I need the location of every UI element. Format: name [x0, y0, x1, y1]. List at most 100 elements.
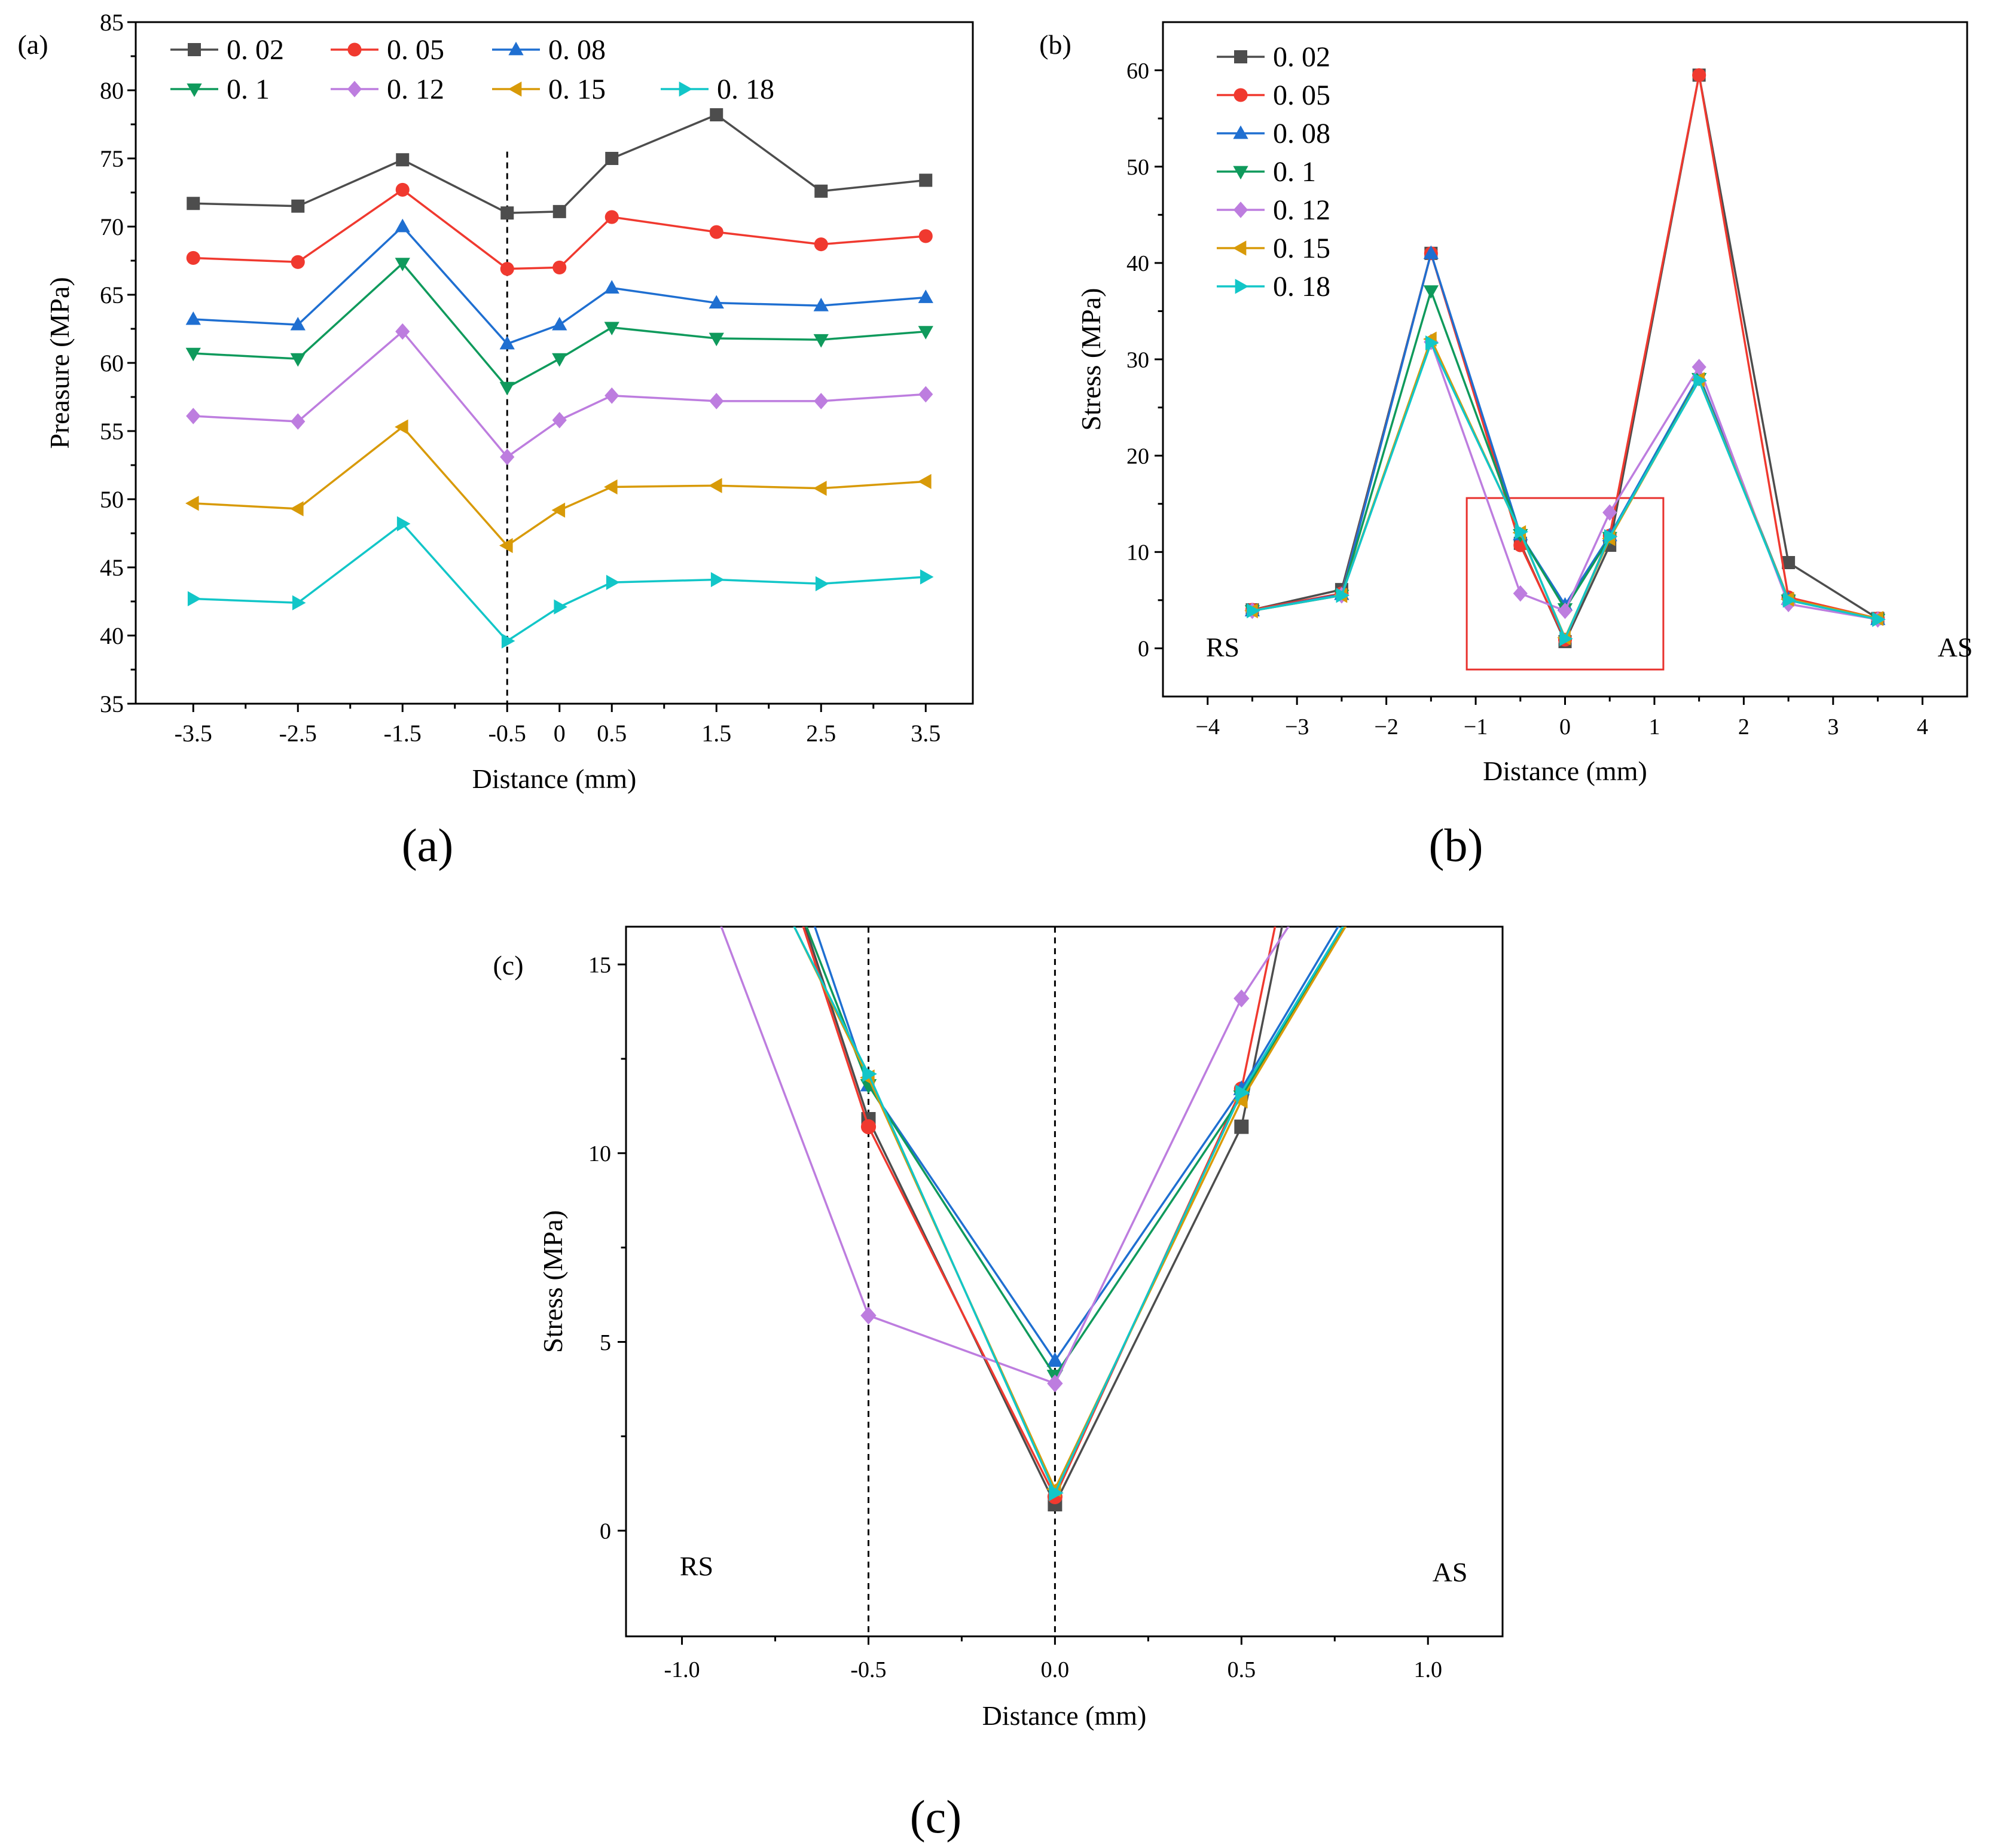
- panel-b-series-0.02: [1245, 68, 1885, 649]
- panel-a-ylabel: Preasure (MPa): [44, 277, 75, 448]
- panel-b-data-point: [1872, 612, 1886, 627]
- panel-a-legend: 0. 02 0. 05 0. 08 0. 1 0. 12 0. 15 0. 18: [170, 34, 774, 105]
- panel-a-series-0.1: [185, 258, 933, 396]
- panel-c-ytick-label: 5: [600, 1330, 611, 1355]
- panel-a-data-point: [604, 210, 619, 224]
- panel-a-data-point: [501, 633, 515, 649]
- panel-a-ytick-label: 45: [100, 554, 124, 581]
- panel-a-series-0.15: [185, 419, 932, 554]
- panel-b-series-0.18: [1247, 335, 1886, 646]
- panel-b-plot-area: [1244, 68, 1886, 649]
- panel-c-series-0.05: [802, 927, 1277, 1504]
- panel-c-xtick-label: 0.5: [1228, 1657, 1256, 1682]
- panel-b-xtick-label: 3: [1827, 714, 1839, 740]
- legend-label: 0. 02: [1273, 41, 1330, 73]
- panel-b-rs-label: RS: [1206, 632, 1239, 662]
- panel-a-data-point: [395, 182, 410, 197]
- panel-c-frame: [625, 925, 1504, 1638]
- panel-b-data-point: [1604, 529, 1618, 545]
- panel-a-data-point: [552, 316, 567, 331]
- panel-a-series-0.02: [187, 108, 933, 220]
- panel-a-ytick-label: 75: [100, 145, 124, 172]
- panel-a-data-point: [290, 353, 306, 367]
- panel-a-series-line: [193, 330, 926, 459]
- panel-a-data-point: [186, 408, 201, 424]
- panel-a-data-point: [396, 153, 410, 167]
- panel-c-series-line: [793, 927, 1347, 1490]
- panel-a-data-point: [499, 381, 515, 396]
- panel-a-data-point: [186, 251, 200, 265]
- panel-a-ytick-label: 60: [100, 350, 124, 377]
- panel-b-data-point: [1602, 504, 1617, 521]
- panel-a-data-point: [709, 393, 724, 410]
- panel-a-data-point: [605, 152, 619, 165]
- panel-b-xtick-label: 4: [1917, 714, 1928, 740]
- legend-label: 0. 08: [1273, 118, 1330, 149]
- panel-c-data-point: [489, 326, 504, 343]
- panel-a-data-point: [552, 204, 566, 218]
- panel-c-chart: -1.0 -0.5 0.0 0.5 1.0 0 5 10 15 Distance (mm) Stre…: [489, 326, 1623, 1731]
- panel-c-ytick-label: 15: [588, 952, 611, 978]
- panel-c-data-point: [1046, 1352, 1064, 1367]
- panel-a-data-point: [604, 479, 618, 495]
- panel-b-label: (b): [1039, 29, 1071, 60]
- legend-label: 0. 1: [1273, 156, 1316, 188]
- panel-a-data-point: [499, 335, 515, 350]
- panel-c-series-0.15: [793, 927, 1347, 1498]
- panel-b-ytick-label: 10: [1126, 540, 1149, 566]
- panel-a-data-point: [187, 591, 201, 607]
- panel-a-data-point: [554, 599, 567, 615]
- legend-label: 0. 02: [227, 34, 284, 66]
- panel-a-data-point: [709, 295, 724, 309]
- panel-b-legend: 0. 02 0. 05 0. 08 0. 1 0. 12 0. 15 0. 18: [1217, 41, 1330, 303]
- panel-a-data-point: [920, 569, 934, 585]
- caption-c: (c): [910, 1791, 962, 1843]
- panel-a-data-point: [918, 386, 933, 403]
- panel-a-xtick-label: 0.5: [597, 720, 627, 747]
- panel-c-data-point: [1606, 454, 1623, 469]
- panel-b-data-point: [1425, 335, 1439, 351]
- panel-a-data-point: [292, 595, 306, 610]
- panel-a-data-point: [552, 260, 567, 274]
- panel-a-data-point: [709, 225, 723, 239]
- panel-c-series-0.18: [489, 326, 1344, 1501]
- panel-c-data-point: [860, 1306, 877, 1325]
- panel-b-data-point: [1692, 68, 1706, 83]
- panel-b-as-label: AS: [1938, 632, 1973, 662]
- panel-a-data-point: [395, 419, 408, 435]
- panel-a-ytick-label: 40: [100, 622, 124, 649]
- panel-c-label: (c): [493, 950, 523, 980]
- panel-b-xtick-label: −1: [1464, 714, 1488, 740]
- legend-marker: [1232, 240, 1247, 256]
- panel-c-xtick-label: 0.0: [1041, 1657, 1070, 1682]
- panel-c-data-point: [1234, 1119, 1249, 1134]
- panel-b-xlabel: Distance (mm): [1483, 756, 1647, 786]
- panel-a-data-point: [291, 413, 306, 430]
- legend-label: 0. 05: [387, 34, 444, 66]
- panel-a-data-point: [552, 412, 567, 429]
- legend-marker: [1235, 279, 1249, 294]
- panel-a-data-point: [709, 478, 722, 493]
- panel-c-data-point: [1235, 1085, 1250, 1101]
- panel-b-ytick-label: 0: [1138, 637, 1149, 662]
- panel-a-data-point: [187, 197, 200, 210]
- panel-c-data-point: [1607, 420, 1622, 438]
- panel-b-data-point: [1782, 592, 1797, 608]
- panel-a-series-0.08: [185, 218, 933, 350]
- panel-a-xlabel: Distance (mm): [472, 763, 637, 794]
- panel-a-ytick-label: 85: [100, 9, 124, 36]
- panel-a-data-point: [918, 229, 933, 243]
- legend-label: 0. 15: [548, 74, 606, 105]
- panel-a-chart: -3.5 -2.5 -1.5 -0.5 0 0.5 1.5 2.5 3.5 35 40 45 50 55 6…: [17, 9, 974, 794]
- panel-b-xtick-label: −3: [1285, 714, 1309, 740]
- legend-marker: [1234, 50, 1247, 63]
- panel-a-data-point: [709, 332, 724, 347]
- panel-a-ytick-label: 35: [100, 691, 124, 717]
- panel-b-data-point: [1423, 245, 1439, 259]
- panel-c-rs-label: RS: [680, 1551, 713, 1581]
- panel-a-series-line: [193, 426, 926, 547]
- panel-a-data-point: [813, 334, 829, 348]
- legend-marker: [1233, 166, 1248, 180]
- legend-label: 0. 1: [227, 74, 270, 105]
